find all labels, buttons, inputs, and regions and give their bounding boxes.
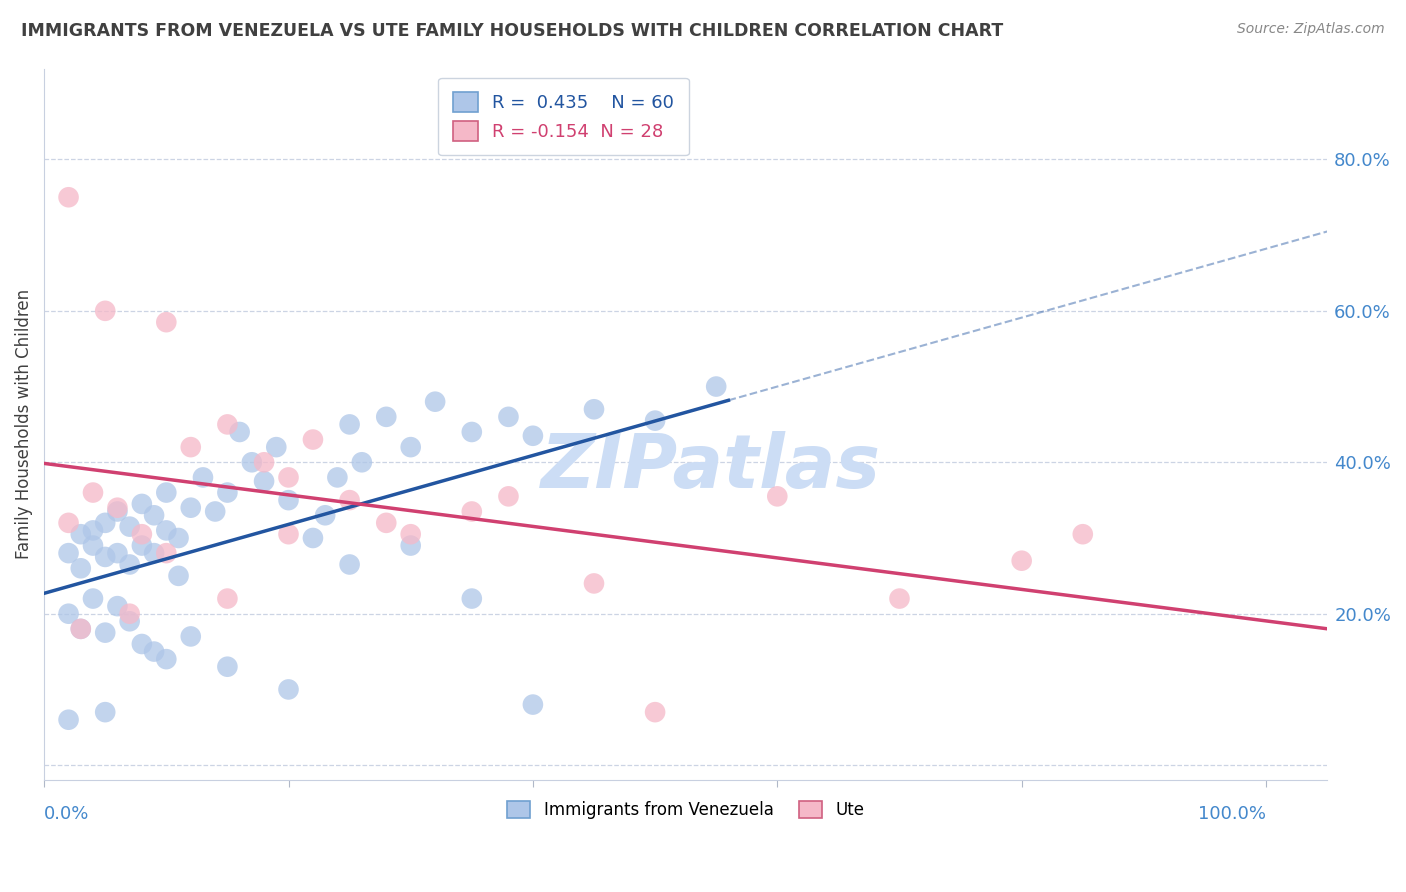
Point — [461, 504, 484, 518]
Point — [339, 558, 361, 572]
Point — [69, 622, 91, 636]
Point — [375, 409, 398, 424]
Point — [399, 527, 422, 541]
Point — [704, 379, 727, 393]
Point — [180, 629, 202, 643]
Point — [253, 455, 276, 469]
Point — [314, 508, 336, 523]
Point — [82, 539, 104, 553]
Point — [423, 394, 446, 409]
Text: 0.0%: 0.0% — [44, 805, 90, 823]
Point — [240, 455, 263, 469]
Point — [644, 705, 666, 719]
Point — [82, 591, 104, 606]
Point — [107, 599, 129, 614]
Point — [1071, 527, 1094, 541]
Point — [118, 558, 141, 572]
Point — [58, 516, 80, 530]
Point — [326, 470, 349, 484]
Point — [302, 531, 325, 545]
Point — [107, 546, 129, 560]
Point — [94, 303, 117, 318]
Point — [461, 591, 484, 606]
Point — [582, 576, 605, 591]
Point — [498, 489, 520, 503]
Point — [167, 569, 190, 583]
Text: IMMIGRANTS FROM VENEZUELA VS UTE FAMILY HOUSEHOLDS WITH CHILDREN CORRELATION CHA: IMMIGRANTS FROM VENEZUELA VS UTE FAMILY … — [21, 22, 1004, 40]
Point — [399, 440, 422, 454]
Point — [277, 527, 299, 541]
Point — [107, 504, 129, 518]
Point — [155, 546, 177, 560]
Text: ZIPatlas: ZIPatlas — [541, 431, 882, 504]
Point — [277, 682, 299, 697]
Point — [375, 516, 398, 530]
Point — [522, 429, 544, 443]
Point — [167, 531, 190, 545]
Point — [302, 433, 325, 447]
Point — [1011, 554, 1033, 568]
Text: 100.0%: 100.0% — [1198, 805, 1265, 823]
Point — [339, 493, 361, 508]
Legend: Immigrants from Venezuela, Ute: Immigrants from Venezuela, Ute — [501, 794, 870, 825]
Point — [94, 549, 117, 564]
Point — [339, 417, 361, 432]
Point — [69, 561, 91, 575]
Point — [350, 455, 373, 469]
Point — [644, 414, 666, 428]
Point — [143, 644, 166, 658]
Point — [204, 504, 226, 518]
Point — [58, 190, 80, 204]
Y-axis label: Family Households with Children: Family Households with Children — [15, 289, 32, 559]
Point — [461, 425, 484, 439]
Point — [217, 659, 239, 673]
Point — [58, 713, 80, 727]
Point — [498, 409, 520, 424]
Point — [253, 474, 276, 488]
Point — [118, 519, 141, 533]
Point — [180, 440, 202, 454]
Point — [155, 485, 177, 500]
Point — [217, 591, 239, 606]
Point — [107, 500, 129, 515]
Point — [217, 485, 239, 500]
Point — [94, 705, 117, 719]
Point — [131, 527, 153, 541]
Point — [155, 524, 177, 538]
Point — [522, 698, 544, 712]
Point — [143, 508, 166, 523]
Point — [131, 637, 153, 651]
Point — [155, 315, 177, 329]
Point — [266, 440, 288, 454]
Point — [180, 500, 202, 515]
Point — [582, 402, 605, 417]
Point — [58, 607, 80, 621]
Point — [217, 417, 239, 432]
Point — [131, 497, 153, 511]
Text: Source: ZipAtlas.com: Source: ZipAtlas.com — [1237, 22, 1385, 37]
Point — [69, 622, 91, 636]
Point — [94, 516, 117, 530]
Point — [277, 493, 299, 508]
Point — [889, 591, 911, 606]
Point — [69, 527, 91, 541]
Point — [399, 539, 422, 553]
Point — [58, 546, 80, 560]
Point — [94, 625, 117, 640]
Point — [228, 425, 250, 439]
Point — [766, 489, 789, 503]
Point — [82, 524, 104, 538]
Point — [155, 652, 177, 666]
Point — [191, 470, 214, 484]
Point — [118, 615, 141, 629]
Point — [277, 470, 299, 484]
Point — [143, 546, 166, 560]
Point — [82, 485, 104, 500]
Point — [118, 607, 141, 621]
Point — [131, 539, 153, 553]
